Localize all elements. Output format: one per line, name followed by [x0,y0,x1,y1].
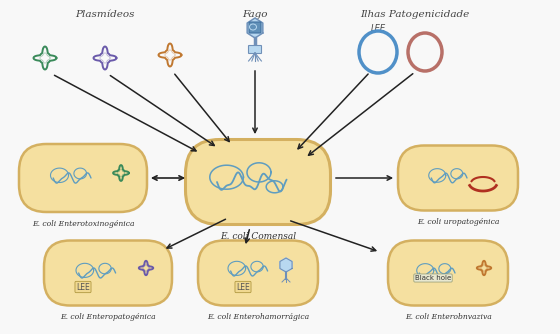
FancyBboxPatch shape [398,146,518,210]
Text: LEE: LEE [236,283,250,292]
FancyBboxPatch shape [249,45,262,53]
FancyBboxPatch shape [185,140,330,224]
Text: LEE: LEE [76,283,90,292]
Text: LEE: LEE [370,23,386,32]
Polygon shape [280,258,292,272]
FancyBboxPatch shape [249,22,261,33]
Text: E. coli Comensal: E. coli Comensal [220,232,296,241]
Text: E. coli Enteropatogénica: E. coli Enteropatogénica [60,313,156,321]
Text: E. coli Enterotoxinogénica: E. coli Enterotoxinogénica [32,220,134,228]
FancyBboxPatch shape [44,240,172,306]
Text: E. coli uropatogénica: E. coli uropatogénica [417,218,499,226]
Text: Plasmídeos: Plasmídeos [75,10,135,19]
Text: Black hole: Black hole [415,275,451,281]
Polygon shape [247,18,263,38]
Text: Fago: Fago [242,10,268,19]
Text: Ilhas Patogenicidade: Ilhas Patogenicidade [361,10,470,19]
Text: E. coli Enterobnvaziva: E. coli Enterobnvaziva [405,313,491,321]
FancyBboxPatch shape [19,144,147,212]
FancyBboxPatch shape [198,240,318,306]
Text: E. coli Enterohamorrágica: E. coli Enterohamorrágica [207,313,309,321]
FancyBboxPatch shape [388,240,508,306]
